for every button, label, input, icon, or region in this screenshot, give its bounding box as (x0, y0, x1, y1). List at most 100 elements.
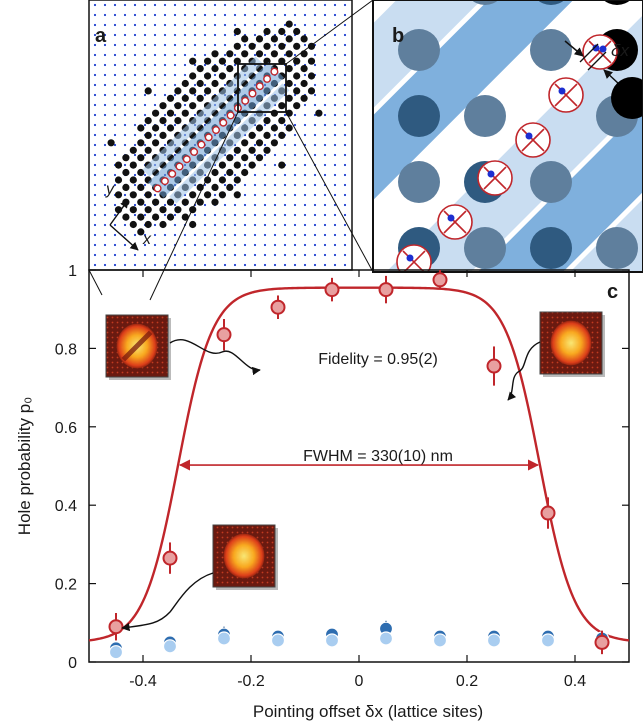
atom (248, 161, 256, 169)
atom (166, 94, 175, 102)
panel-c-letter: c (607, 281, 618, 303)
atom (122, 183, 130, 191)
atom (181, 79, 189, 88)
atom (137, 124, 145, 132)
atom (293, 102, 301, 110)
atom (255, 50, 264, 58)
panel-b: b δx (372, 0, 643, 335)
background-point-light (108, 645, 124, 660)
hole-marker (219, 118, 228, 127)
atom (255, 154, 264, 162)
atom (129, 176, 137, 184)
hole-marker (548, 77, 584, 113)
atom (174, 102, 182, 110)
x-tick-label: 0.2 (456, 673, 478, 690)
atom-disc (398, 95, 440, 137)
beam-position (447, 214, 455, 222)
atom (204, 72, 212, 80)
offset-arrow (564, 40, 584, 57)
atom (270, 50, 278, 58)
hole-marker (396, 244, 432, 272)
hole-probability-point (378, 282, 394, 298)
atom (144, 206, 152, 214)
atom (263, 131, 271, 139)
atom (122, 154, 130, 162)
hole-marker (153, 184, 162, 193)
beam-position (599, 45, 607, 53)
atom (226, 154, 234, 162)
hole-marker (168, 169, 177, 178)
panel-a-letter: a (95, 25, 107, 47)
x-tick-label: 0 (355, 673, 364, 690)
atom (278, 102, 286, 110)
zoom-line-bottom (285, 111, 374, 273)
beam-position (592, 44, 600, 52)
hole-probability-point (324, 282, 340, 298)
atom-disc (398, 161, 440, 203)
atom (211, 65, 219, 73)
atom (278, 57, 286, 65)
atom (307, 87, 316, 95)
atom (255, 124, 264, 132)
pointer-arrow (169, 339, 261, 376)
atom (196, 79, 204, 88)
hole-probability-point (216, 327, 232, 343)
hole-probability-point (594, 634, 610, 650)
hole-marker (197, 140, 206, 149)
atom (137, 213, 145, 221)
atom (189, 72, 197, 80)
atom (270, 124, 278, 132)
atom (137, 139, 145, 147)
zoom-box (237, 63, 287, 113)
atom-disc (596, 227, 638, 269)
atom (129, 206, 137, 214)
inset-image-right (539, 311, 605, 377)
y-axis-title: Hole probability p₀ (15, 397, 34, 535)
atom (285, 65, 293, 73)
atom (159, 131, 167, 139)
atom (152, 213, 160, 221)
atom (233, 161, 241, 169)
atom-disc (464, 95, 506, 137)
atom (255, 35, 264, 43)
atom (218, 72, 226, 80)
atom (241, 50, 249, 58)
panel-b-frame (372, 0, 643, 273)
atom (137, 183, 145, 191)
pointer-arrow (121, 572, 214, 632)
atom (293, 27, 301, 36)
atom (211, 198, 219, 206)
atom (144, 87, 152, 95)
atom (196, 94, 204, 102)
hole-probability-point (270, 299, 286, 315)
background-point-light (162, 639, 178, 654)
atom (300, 65, 308, 73)
atom-disc (530, 161, 572, 203)
atom (300, 94, 308, 102)
atom-disc (611, 77, 643, 119)
atom (263, 146, 271, 154)
atom (211, 168, 219, 177)
hole-probability-point (432, 272, 448, 288)
y-tick-label: 0.4 (55, 498, 77, 515)
atom (211, 79, 219, 88)
atom (137, 168, 145, 177)
atom-disc (537, 0, 565, 5)
beam-position (525, 132, 533, 140)
light-band (373, 0, 639, 267)
atom (189, 191, 197, 199)
atom (278, 42, 286, 50)
atom (226, 168, 234, 177)
atom (293, 57, 301, 65)
atom-disc (464, 293, 506, 335)
atom (293, 87, 301, 95)
atom (204, 57, 212, 65)
zoomed-lattice (373, 0, 643, 335)
atom (204, 191, 212, 199)
atom (166, 124, 175, 132)
stripe-edge (142, 56, 263, 177)
fwhm-annotation: FWHM = 330(10) nm (303, 448, 453, 465)
inset-image-hole (105, 314, 171, 380)
atom (218, 57, 226, 65)
atom (159, 206, 167, 214)
